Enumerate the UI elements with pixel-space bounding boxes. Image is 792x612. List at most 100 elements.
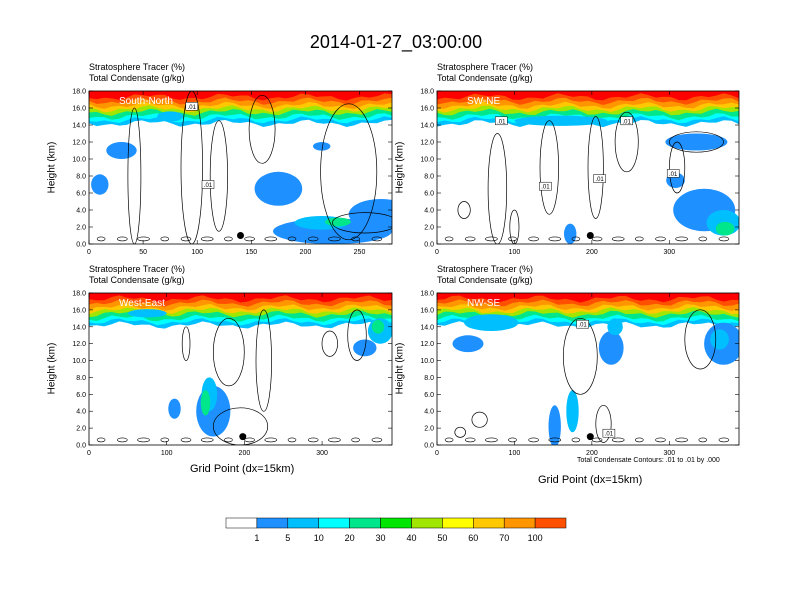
panel-nw-se-xtick-label: 100 <box>509 450 521 457</box>
panel-nw-se-low-contour <box>698 437 708 443</box>
panel-south-north-location-marker <box>237 232 244 239</box>
panel-south-north-tracer-blob <box>157 111 184 122</box>
panel-nw-se-ytick-label: 4.0 <box>424 409 434 416</box>
colorbar-label: 5 <box>285 533 290 543</box>
panel-sw-ne-condensate-contour <box>457 201 471 219</box>
panel-south-north-low-contour <box>96 236 106 242</box>
panel-nw-se-tracer-blob <box>548 405 561 445</box>
panel-south-north-title-line1: Stratosphere Tracer (%) <box>89 62 186 72</box>
panel-south-north-low-contour <box>117 236 128 242</box>
panel-nw-se-low-contour <box>655 437 666 443</box>
panel-nw-se-tracer-blob <box>598 331 624 365</box>
panel-sw-ne-contour-label: .01 <box>623 119 632 125</box>
panel-nw-se-low-contour <box>548 437 562 443</box>
panel-south-north-low-contour <box>328 236 341 242</box>
panel-nw-se-ytick-label: 0.0 <box>424 443 434 450</box>
panel-south-north-ytick-label: 0.0 <box>76 242 86 249</box>
panel-south-north-condensate-contour <box>248 94 276 164</box>
colorbar-label: 1 <box>254 533 259 543</box>
panel-nw-se-title-line2: Total Condensate (g/kg) <box>437 275 533 285</box>
colorbar-box <box>411 517 443 529</box>
panel-sw-ne-low-contour <box>464 236 476 242</box>
panel-west-east-low-contour <box>224 437 233 443</box>
panel-sw-ne-ytick-label: 0.0 <box>424 242 434 249</box>
panel-nw-se-ytick-label: 6.0 <box>424 392 434 399</box>
panel-west-east-tracer-band <box>89 293 392 303</box>
panel-sw-ne-contour-label-box <box>539 181 552 191</box>
panel-sw-ne-tracer-blob <box>665 133 728 151</box>
panel-nw-se-low-contour <box>508 437 517 443</box>
panel-west-east-ytick-label: 12.0 <box>72 341 86 348</box>
panel-sw-ne-condensate-contour <box>614 111 639 173</box>
panel-south-north-xtick-label: 250 <box>354 249 366 256</box>
panel-south-north-low-contour <box>371 236 383 242</box>
panel-sw-ne-xtick-label: 300 <box>663 249 675 256</box>
colorbar-box <box>287 517 319 529</box>
panel-south-north: .01 .01 South-North 0.0 2.0 4.0 6.0 8.0 10.0 12.0… <box>72 89 393 256</box>
panel-south-north-title-line2: Total Condensate (g/kg) <box>89 73 185 83</box>
panel-south-north-low-contour <box>287 236 297 242</box>
panel-nw-se-contour-label-box <box>576 319 589 329</box>
figure-title: 2014-01-27_03:00:00 <box>309 32 483 52</box>
panel-nw-se-low-contour <box>485 437 498 443</box>
panel-south-north-ytick-label: 6.0 <box>76 191 86 198</box>
panel-west-east-plot <box>89 293 392 445</box>
panel-nw-se-low-contour <box>528 437 539 443</box>
panel-south-north-low-contour <box>180 236 192 242</box>
panel-sw-ne-low-contour <box>571 236 581 242</box>
panel-west-east-ytick-label: 14.0 <box>72 324 86 331</box>
panel-south-north-low-contour <box>137 236 150 242</box>
panel-west-east-low-contour <box>180 437 192 443</box>
panel-sw-ne-plot: .01 .01 .01 .01 .01 <box>437 91 739 244</box>
panel-west-east-ytick-label: 0.0 <box>76 443 86 450</box>
colorbar-label: 70 <box>499 533 509 543</box>
panel-south-north-tracer-blob <box>313 142 331 151</box>
panel-nw-se-tracer-blob <box>710 329 729 350</box>
panel-south-north-ytick-label: 16.0 <box>72 106 86 113</box>
panel-south-north-section-label: South-North <box>119 96 173 107</box>
panel-west-east-xtick-label: 100 <box>161 450 173 457</box>
panel-west-east-tracer-blob <box>371 320 385 334</box>
panel-nw-se-ytick-label: 12.0 <box>420 341 434 348</box>
panel-sw-ne-ytick-label: 2.0 <box>424 225 434 232</box>
panel-nw-se-contour-label: .01 <box>605 432 614 438</box>
panel-south-north-ytick-label: 12.0 <box>72 140 86 147</box>
panel-sw-ne-xtick-label: 0 <box>435 249 439 256</box>
panel-west-east-low-contour <box>244 437 255 443</box>
panel-south-north-plot: .01 .01 <box>89 91 392 244</box>
panel-sw-ne-contour-label: .01 <box>541 185 550 191</box>
panel-sw-ne-condensate-contour <box>669 141 686 194</box>
panel-nw-se-ytick-label: 14.0 <box>420 324 434 331</box>
panel-nw-se-frame <box>436 292 740 446</box>
panel-west-east-ytick-label: 10.0 <box>72 358 86 365</box>
panel-nw-se-tracer-blob <box>607 318 623 336</box>
panel-west-east-condensate-contour <box>347 309 367 361</box>
panel-west-east-tracer-blob <box>168 398 181 419</box>
panel-sw-ne-low-contour <box>611 236 625 242</box>
panel-sw-ne-condensate-contour <box>539 120 559 215</box>
panel-west-east: West-East 0.0 2.0 4.0 6.0 8.0 10.0 12.0 14.0 16.0… <box>72 291 393 457</box>
panel-nw-se-section-label: NW-SE <box>467 298 500 309</box>
panel-sw-ne-location-marker <box>586 232 594 239</box>
panel-sw-ne-condensate-contour <box>668 131 724 153</box>
panel-south-north-contour-label: .01 <box>204 183 213 189</box>
panel-south-north-tracer-blob <box>324 217 351 227</box>
panel-nw-se-ytick-label: 18.0 <box>420 291 434 298</box>
panel-sw-ne-low-contour <box>444 236 454 242</box>
panel-west-east-ytick-label: 18.0 <box>72 291 86 298</box>
panel-west-east-condensate-contour <box>212 317 245 387</box>
panel-sw-ne-ytick-label: 8.0 <box>424 174 434 181</box>
panel-sw-ne-contour-label: .01 <box>669 172 678 178</box>
panel-sw-ne-contour-label-box <box>495 116 508 126</box>
panel-south-north-contour-label-box <box>201 180 215 189</box>
panel-nw-se-condensate-contour <box>684 309 717 370</box>
colorbar-label: 40 <box>406 533 416 543</box>
panel-nw-se-low-contour <box>611 437 625 443</box>
panel-west-east-ytick-label: 8.0 <box>76 375 86 382</box>
panel-south-north-condensate-contour <box>332 212 392 234</box>
panel-sw-ne-low-contour <box>655 236 666 242</box>
colorbar-box <box>442 517 474 529</box>
panel-sw-ne-contour-label: .01 <box>595 177 604 183</box>
panel-sw-ne-low-contour <box>548 236 562 242</box>
